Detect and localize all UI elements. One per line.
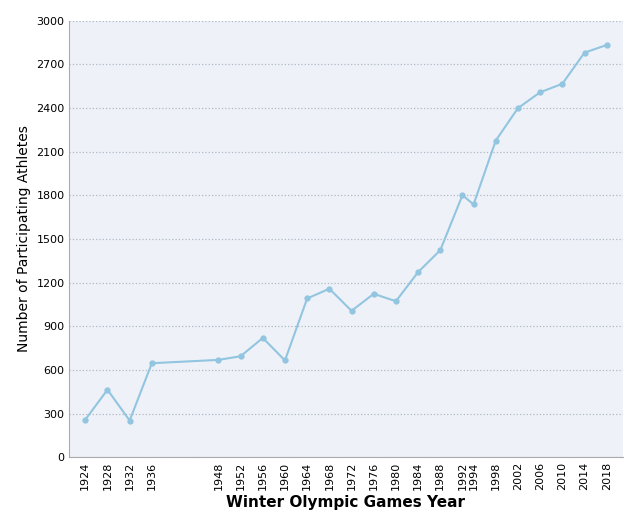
Y-axis label: Number of Participating Athletes: Number of Participating Athletes	[17, 125, 31, 353]
X-axis label: Winter Olympic Games Year: Winter Olympic Games Year	[227, 495, 465, 510]
